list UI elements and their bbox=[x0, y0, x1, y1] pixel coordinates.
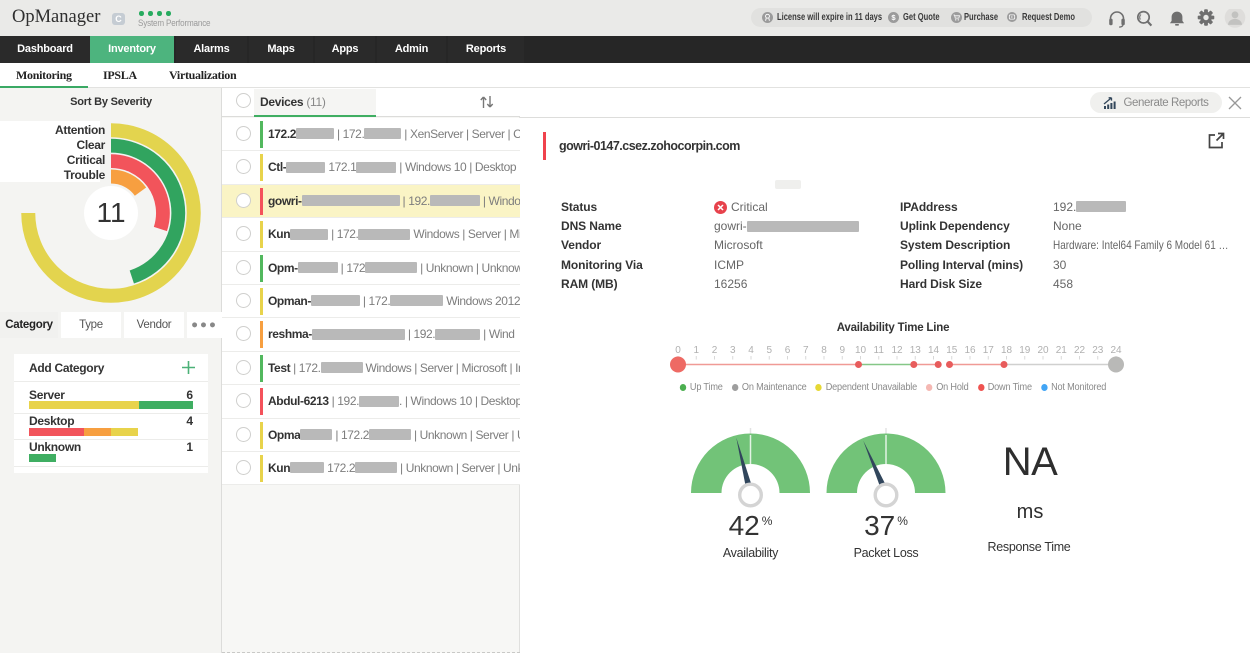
svg-text:10: 10 bbox=[855, 345, 867, 356]
svg-text:22: 22 bbox=[1074, 345, 1086, 356]
svg-text:5: 5 bbox=[766, 345, 772, 356]
svg-text:19: 19 bbox=[1019, 345, 1031, 356]
svg-text:18: 18 bbox=[1001, 345, 1013, 356]
svg-text:7: 7 bbox=[803, 345, 809, 356]
svg-text:12: 12 bbox=[891, 345, 903, 356]
svg-text:21: 21 bbox=[1056, 345, 1068, 356]
svg-text:16: 16 bbox=[964, 345, 976, 356]
svg-text:1: 1 bbox=[693, 345, 699, 356]
svg-text:23: 23 bbox=[1092, 345, 1104, 356]
svg-text:24: 24 bbox=[1110, 345, 1122, 356]
svg-text:4: 4 bbox=[748, 345, 754, 356]
svg-text:17: 17 bbox=[983, 345, 995, 356]
svg-text:3: 3 bbox=[730, 345, 736, 356]
svg-text:6: 6 bbox=[785, 345, 791, 356]
svg-text:20: 20 bbox=[1037, 345, 1049, 356]
svg-text:11: 11 bbox=[96, 197, 125, 228]
svg-text:9: 9 bbox=[839, 345, 845, 356]
svg-text:2: 2 bbox=[712, 345, 718, 356]
svg-text:0: 0 bbox=[675, 345, 681, 356]
svg-text:11: 11 bbox=[874, 345, 885, 356]
svg-text:14: 14 bbox=[928, 345, 940, 356]
svg-text:13: 13 bbox=[910, 345, 922, 356]
svg-text:$: $ bbox=[891, 13, 896, 22]
svg-text:15: 15 bbox=[946, 345, 958, 356]
svg-text:8: 8 bbox=[821, 345, 827, 356]
